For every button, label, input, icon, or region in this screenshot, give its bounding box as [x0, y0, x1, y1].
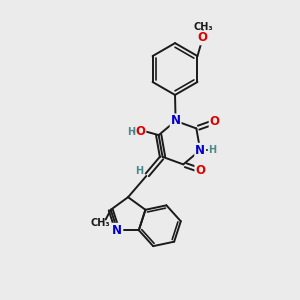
Text: N: N: [112, 224, 122, 237]
Text: CH₃: CH₃: [91, 218, 110, 228]
Text: O: O: [135, 125, 146, 138]
Text: O: O: [198, 31, 208, 44]
Text: N: N: [195, 144, 205, 157]
Text: H: H: [127, 127, 135, 136]
Text: H: H: [135, 166, 143, 176]
Text: H: H: [208, 145, 217, 155]
Text: O: O: [210, 116, 220, 128]
Text: O: O: [195, 164, 206, 177]
Text: CH₃: CH₃: [193, 22, 213, 32]
Text: N: N: [171, 114, 181, 128]
